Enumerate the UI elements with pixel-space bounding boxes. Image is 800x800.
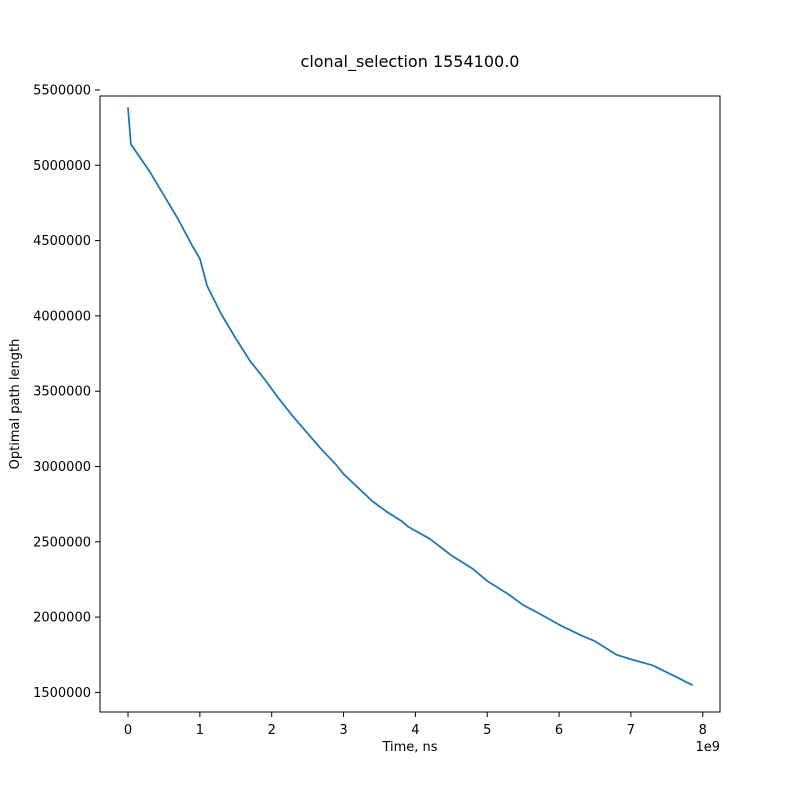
y-tick-label: 3000000 — [33, 460, 91, 475]
plot-area — [127, 107, 693, 686]
x-tick-label: 4 — [411, 723, 419, 738]
y-tick-label: 4500000 — [33, 234, 91, 249]
y-axis-label: Optimal path length — [8, 339, 23, 470]
axes-frame — [99, 95, 721, 713]
x-axis: 0 1 2 3 4 5 6 7 8 — [124, 712, 707, 738]
x-tick-label: 0 — [124, 723, 132, 738]
x-axis-offset-label: 1e9 — [695, 740, 720, 755]
y-tick-label: 1500000 — [33, 686, 91, 701]
y-tick-label: 2500000 — [33, 535, 91, 550]
y-tick-label: 5000000 — [33, 159, 91, 174]
x-tick-label: 1 — [196, 723, 204, 738]
x-tick-label: 7 — [627, 723, 635, 738]
x-tick-label: 8 — [699, 723, 707, 738]
chart-title: clonal_selection 1554100.0 — [301, 52, 520, 72]
x-tick-label: 6 — [555, 723, 563, 738]
x-tick-label: 3 — [339, 723, 347, 738]
y-tick-label: 5500000 — [33, 83, 91, 98]
y-tick-label: 2000000 — [33, 611, 91, 626]
x-tick-label: 5 — [483, 723, 491, 738]
x-tick-label: 2 — [268, 723, 276, 738]
y-tick-label: 3500000 — [33, 385, 91, 400]
y-tick-label: 4000000 — [33, 309, 91, 324]
x-axis-label: Time, ns — [381, 740, 437, 755]
series-line-0 — [127, 107, 693, 686]
y-axis: 1500000 2000000 2500000 3000000 3500000 40000… — [33, 83, 100, 701]
